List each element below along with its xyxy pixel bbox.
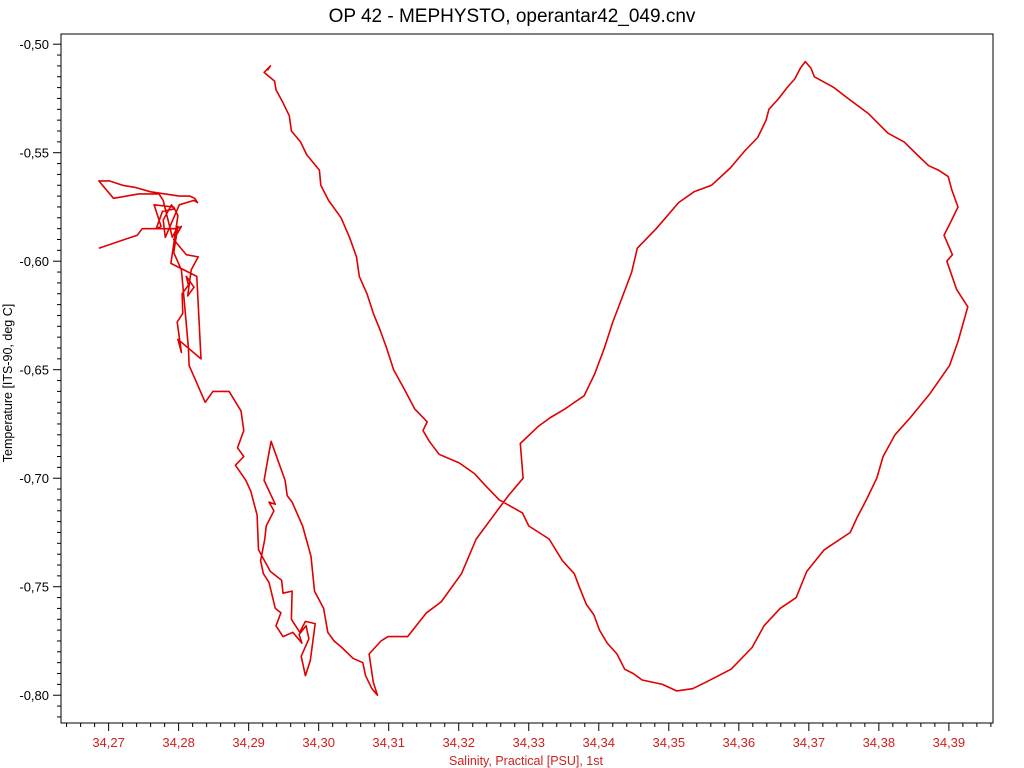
y-tick-label: -0,50: [19, 37, 49, 52]
x-tick-label: 34,29: [232, 735, 265, 750]
x-tick-label: 34,37: [793, 735, 826, 750]
y-axis-label: Temperature [ITS-90, deg C]: [1, 304, 15, 462]
x-tick-label: 34,32: [442, 735, 475, 750]
x-tick-label: 34,31: [372, 735, 405, 750]
y-axis-ticks: -0,50 -0,55 -0,60 -0,65 -0,70 -0,75 -0,80: [19, 37, 61, 718]
x-tick-label: 34,36: [723, 735, 756, 750]
x-tick-label: 34,27: [92, 735, 125, 750]
x-tick-label: 34,28: [162, 735, 195, 750]
plot-area: [98, 60, 969, 696]
series-line: [98, 60, 969, 696]
x-tick-label: 34,39: [933, 735, 966, 750]
y-tick-label: -0,60: [19, 254, 49, 269]
y-tick-label: -0,75: [19, 580, 49, 595]
y-tick-label: -0,65: [19, 363, 49, 378]
x-tick-label: 34,38: [863, 735, 896, 750]
x-axis-ticks: 34,27 34,28 34,29 34,30 34,31 34,32 34,33 34,34…: [66, 723, 992, 750]
y-tick-label: -0,80: [19, 688, 49, 703]
y-tick-label: -0,70: [19, 471, 49, 486]
y-tick-label: -0,55: [19, 146, 49, 161]
x-tick-label: 34,35: [653, 735, 686, 750]
x-axis-label: Salinity, Practical [PSU], 1st: [449, 754, 604, 768]
x-tick-label: 34,34: [582, 735, 615, 750]
x-tick-label: 34,30: [302, 735, 335, 750]
plot-frame: [60, 33, 994, 724]
x-tick-label: 34,33: [512, 735, 545, 750]
chart-title: OP 42 - MEPHYSTO, operantar42_049.cnv: [329, 6, 696, 27]
